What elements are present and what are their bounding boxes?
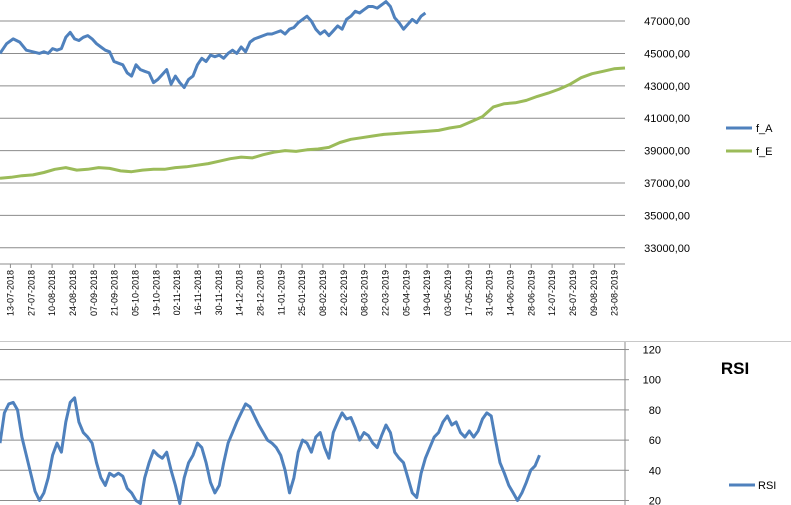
rsi-chart-panel: 20 40 60 80 100 120 RSI RSI (0, 341, 791, 505)
price-x-tick-label: 09-08-2019 (589, 270, 599, 316)
rsi-y-tick-label: 120 (643, 345, 661, 357)
price-y-tick-label: 39000,00 (644, 146, 690, 158)
price-chart-panel: 33000,00 35000,00 37000,00 39000,00 41000,00… (0, 0, 774, 317)
price-x-tick-label: 02-11-2018 (172, 270, 182, 315)
rsi-y-tick-label: 100 (643, 375, 661, 387)
price-chart: 33000,00 35000,00 37000,00 39000,00 41000,00… (0, 0, 773, 316)
legend-label-RSI: RSI (758, 480, 776, 492)
series-line-RSI (0, 396, 541, 505)
price-x-tick-label: 27-07-2018 (26, 270, 36, 316)
legend-label-f_E: f_E (756, 146, 773, 158)
price-x-tick-label: 24-08-2018 (68, 270, 78, 316)
series-line-f_A (0, 0, 427, 89)
price-y-tick-label: 37000,00 (644, 178, 690, 190)
price-x-tick-label: 30-11-2018 (214, 270, 224, 315)
rsi-chart-title: RSI (721, 359, 749, 378)
rsi-y-tick-label: 20 (649, 495, 661, 505)
price-x-tick-label: 13-07-2018 (5, 270, 15, 316)
price-x-tick-label: 22-02-2019 (339, 270, 349, 316)
rsi-y-tick-label: 60 (649, 435, 661, 447)
series-line-f_E (0, 66, 626, 180)
price-y-tick-label: 45000,00 (644, 48, 690, 60)
rsi-y-tick-label: 80 (649, 405, 661, 417)
price-x-tick-label: 07-09-2018 (89, 270, 99, 316)
price-x-tick-label: 11-01-2019 (276, 270, 286, 315)
price-x-tick-label: 19-10-2018 (151, 270, 161, 316)
price-y-tick-label: 43000,00 (644, 81, 690, 93)
price-x-tick-label: 12-07-2019 (547, 270, 557, 316)
price-x-tick-label: 22-03-2019 (380, 270, 390, 316)
price-x-tick-label: 17-05-2019 (464, 270, 474, 316)
price-x-tick-label: 21-09-2018 (110, 270, 120, 316)
price-x-tick-label: 14-12-2018 (235, 270, 245, 316)
price-x-tick-label: 19-04-2019 (422, 270, 432, 316)
price-y-tick-label: 35000,00 (644, 210, 690, 222)
price-x-tick-label: 16-11-2018 (193, 270, 203, 315)
price-x-tick-label: 08-03-2019 (360, 270, 370, 316)
price-y-tick-label: 47000,00 (644, 16, 690, 28)
price-y-tick-label: 41000,00 (644, 113, 690, 125)
price-x-tick-label: 03-05-2019 (443, 270, 453, 316)
price-x-tick-label: 23-08-2019 (610, 270, 620, 316)
legend-label-f_A: f_A (756, 123, 773, 135)
price-x-tick-label: 08-02-2019 (318, 270, 328, 316)
price-x-tick-label: 25-01-2019 (297, 270, 307, 316)
price-x-tick-label: 26-07-2019 (568, 270, 578, 316)
price-x-tick-label: 31-05-2019 (485, 270, 495, 316)
price-x-tick-label: 10-08-2018 (47, 270, 57, 316)
price-x-tick-label: 14-06-2019 (505, 270, 515, 316)
price-x-tick-label: 05-04-2019 (401, 270, 411, 316)
rsi-y-tick-label: 40 (649, 465, 661, 477)
price-x-tick-label: 28-06-2019 (526, 270, 536, 316)
price-x-tick-label: 28-12-2018 (255, 270, 265, 316)
price-y-tick-label: 33000,00 (644, 243, 690, 255)
rsi-chart: 20 40 60 80 100 120 RSI RSI (0, 342, 776, 505)
price-x-tick-label: 05-10-2018 (130, 270, 140, 316)
